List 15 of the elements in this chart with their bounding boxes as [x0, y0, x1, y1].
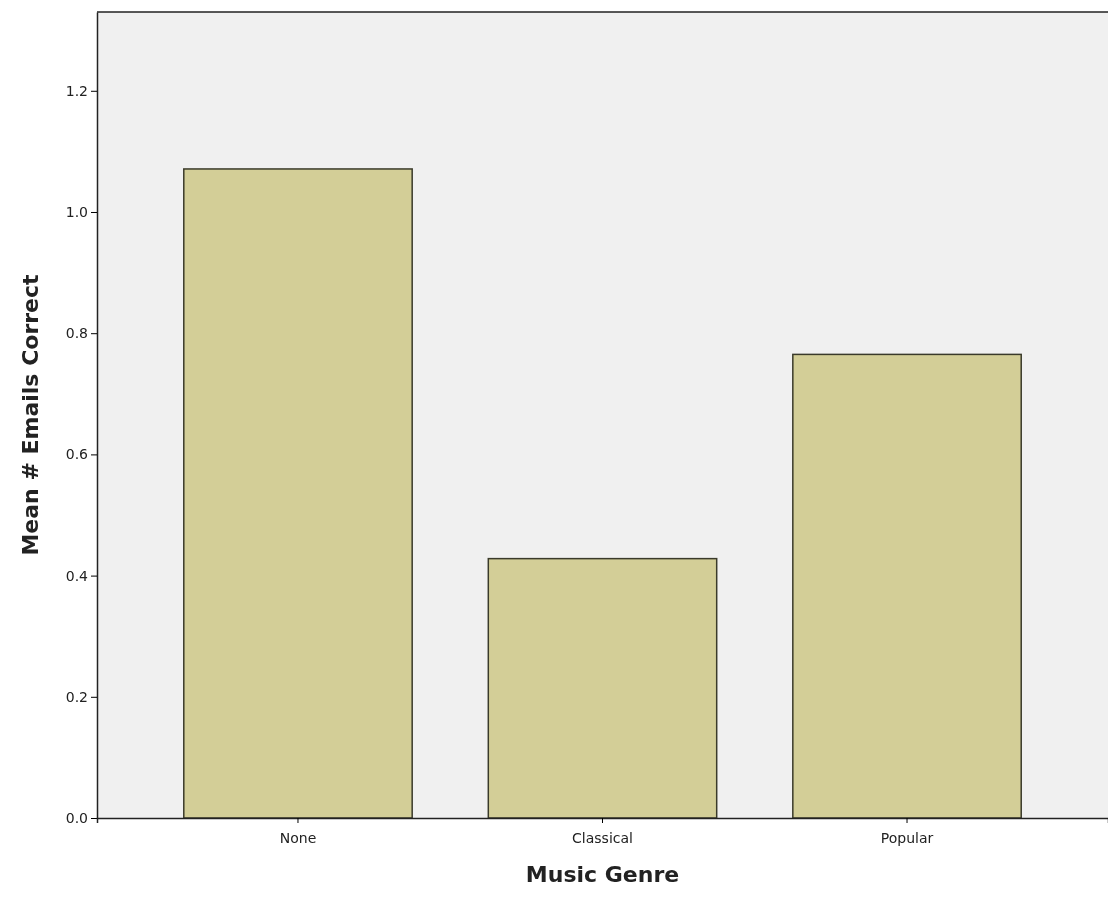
x-axis-title: Music Genre [525, 862, 680, 887]
y-tick-label: 1.0 [65, 203, 88, 220]
y-tick-label: 0.4 [65, 567, 89, 584]
y-tick-label: 0.0 [65, 809, 88, 826]
y-tick-label: 0.8 [65, 325, 88, 342]
y-tick-label: 0.2 [65, 688, 88, 705]
bar [487, 557, 718, 819]
bar [183, 168, 413, 819]
y-tick-label: 0.6 [65, 446, 89, 463]
y-axis-title: Mean # Emails Correct [18, 273, 43, 556]
x-tick-label: Classical [572, 829, 633, 846]
x-tick-label: Popular [880, 829, 934, 846]
bar [792, 353, 1022, 819]
x-tick-label: None [279, 829, 317, 846]
y-tick-label: 1.2 [65, 82, 88, 99]
